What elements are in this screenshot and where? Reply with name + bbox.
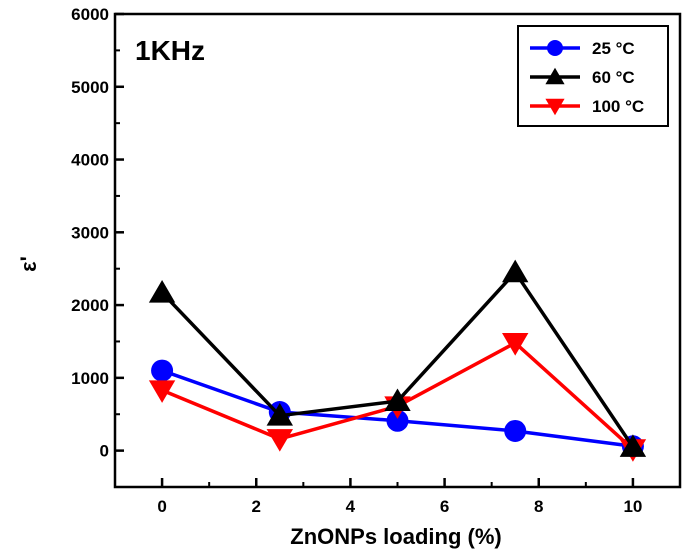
- series-60-c: [148, 259, 647, 457]
- y-tick-label: 2000: [71, 296, 109, 315]
- x-tick-label: 8: [534, 497, 543, 516]
- data-point-circle: [547, 40, 563, 56]
- series-layer: [148, 259, 647, 462]
- y-tick-label: 3000: [71, 223, 109, 242]
- x-tick-label: 0: [157, 497, 166, 516]
- data-point-triangle-down: [502, 333, 529, 356]
- legend-label: 100 °C: [592, 97, 644, 116]
- x-tick-label: 6: [440, 497, 449, 516]
- x-tick-label: 4: [346, 497, 356, 516]
- legend-label: 60 °C: [592, 68, 635, 87]
- x-axis-title: ZnONPs loading (%): [290, 524, 501, 549]
- data-point-triangle-up: [502, 259, 529, 283]
- y-axis-title: ε': [16, 256, 41, 272]
- data-point-triangle-down: [545, 98, 565, 116]
- y-tick-label: 1000: [71, 369, 109, 388]
- data-point-circle: [386, 409, 409, 432]
- y-tick-label: 6000: [71, 5, 109, 24]
- y-tick-label: 0: [100, 442, 109, 461]
- data-point-triangle-up: [266, 403, 293, 426]
- data-point-triangle-down: [148, 380, 176, 403]
- data-point-triangle-up: [619, 434, 647, 457]
- legend: 25 °C 60 °C 100 °C: [517, 25, 669, 127]
- data-point-triangle-up: [545, 67, 565, 85]
- frequency-annotation: 1KHz: [135, 35, 205, 66]
- data-point-circle: [504, 419, 527, 442]
- y-tick-label: 4000: [71, 151, 109, 170]
- data-point-circle: [151, 359, 174, 382]
- x-tick-label: 2: [252, 497, 261, 516]
- data-point-triangle-up: [148, 280, 176, 303]
- data-point-triangle-up: [384, 388, 411, 412]
- x-tick-label: 10: [623, 497, 642, 516]
- y-tick-label: 5000: [71, 78, 109, 97]
- axis-ticks: 0 2 4 6 8 10 0 1000 2000 3000 4000 5000 6000: [71, 5, 642, 516]
- data-point-triangle-down: [266, 429, 293, 452]
- legend-label: 25 °C: [592, 39, 635, 58]
